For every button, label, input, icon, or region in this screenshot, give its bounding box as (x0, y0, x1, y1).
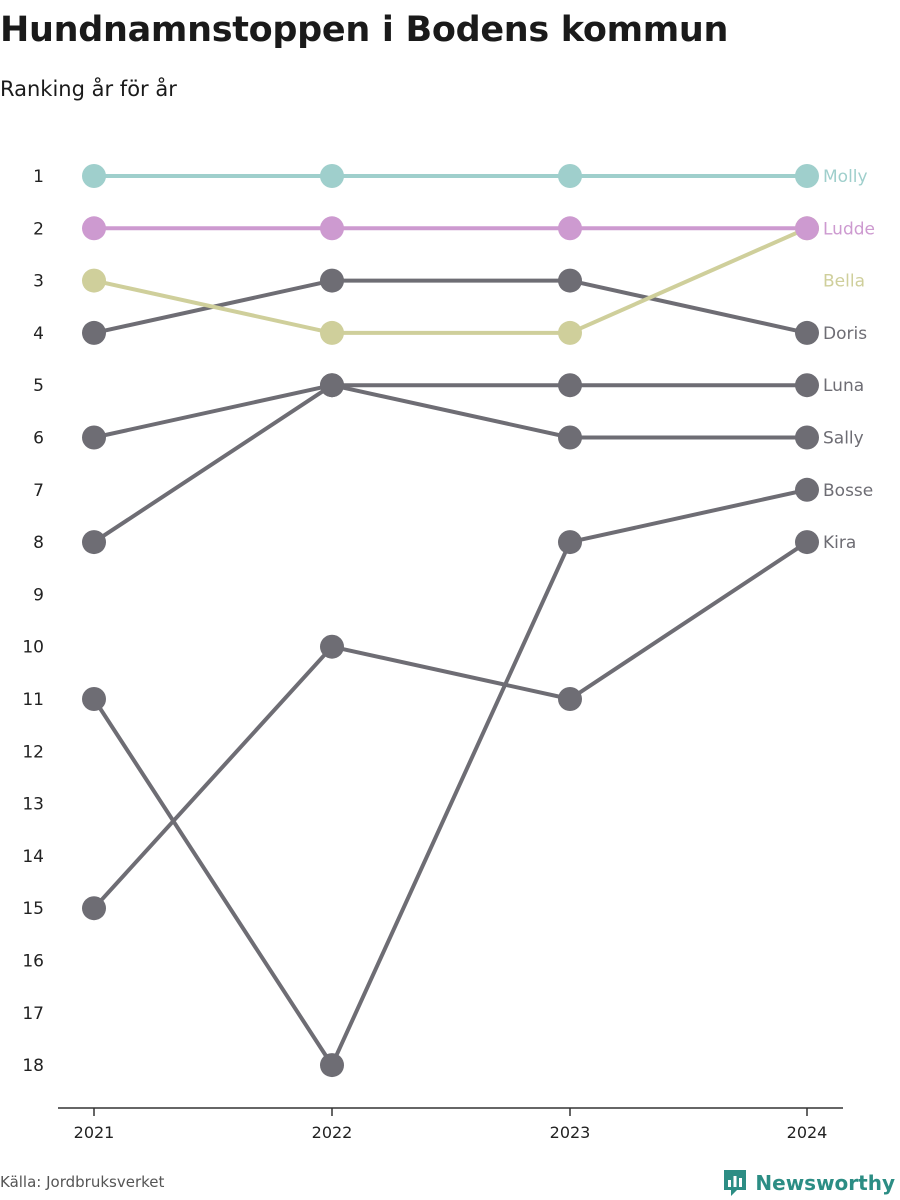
point-bella (320, 320, 344, 345)
x-tick-label: 2023 (550, 1123, 591, 1142)
y-tick-label: 2 (33, 219, 44, 239)
point-molly (558, 164, 582, 188)
series-line-doris (92, 278, 809, 335)
y-tick-label: 12 (22, 742, 44, 762)
point-bella (558, 320, 582, 345)
y-tick-label: 9 (33, 585, 44, 605)
chart-subtitle: Ranking år för år (0, 77, 177, 101)
point-sally (82, 530, 106, 555)
y-tick-label: 17 (22, 1004, 44, 1024)
point-kira (795, 530, 819, 555)
point-ludde (795, 216, 819, 241)
point-doris (82, 320, 106, 345)
y-tick-label: 1 (33, 167, 44, 187)
series-line-luna (92, 383, 809, 440)
point-doris (320, 268, 344, 293)
point-kira (82, 896, 106, 921)
series-label-doris: Doris (823, 324, 867, 344)
chart-title: Hundnamnstoppen i Bodens kommun (0, 10, 729, 50)
point-kira (320, 634, 344, 659)
y-tick-label: 16 (22, 952, 44, 972)
x-tick-label: 2024 (787, 1123, 828, 1142)
newsworthy-logo-text: Newsworthy (755, 1171, 895, 1195)
y-tick-label: 4 (33, 324, 44, 344)
point-bosse (82, 687, 106, 711)
point-bosse (795, 477, 819, 502)
point-kira (558, 687, 582, 711)
series-line-kira (92, 540, 809, 911)
point-ludde (320, 216, 344, 241)
series-line-bosse (92, 487, 809, 1068)
series-label-sally: Sally (823, 429, 864, 449)
y-tick-label: 7 (33, 481, 44, 501)
y-tick-label: 11 (22, 690, 44, 710)
point-molly (82, 164, 106, 188)
series-line-sally (92, 383, 809, 545)
y-tick-label: 10 (22, 638, 44, 658)
y-tick-label: 3 (33, 272, 44, 292)
point-doris (795, 320, 819, 345)
point-luna (795, 373, 819, 398)
point-luna (558, 373, 582, 398)
point-ludde (82, 216, 106, 241)
x-tick-label: 2022 (312, 1123, 353, 1142)
point-luna (82, 425, 106, 450)
point-bella (82, 268, 106, 293)
y-tick-label: 13 (22, 795, 44, 815)
newsworthy-logo: Newsworthy (722, 1168, 895, 1198)
series-line-bella (92, 226, 809, 335)
series-label-luna: Luna (823, 376, 864, 396)
point-sally (795, 425, 819, 450)
point-bosse (320, 1053, 344, 1078)
y-tick-label: 6 (33, 429, 44, 449)
point-molly (795, 164, 819, 188)
series-label-bella: Bella (823, 272, 865, 292)
x-tick-label: 2021 (74, 1123, 115, 1142)
series-label-ludde: Ludde (823, 219, 875, 239)
point-molly (320, 164, 344, 188)
point-bosse (558, 530, 582, 555)
point-doris (558, 268, 582, 293)
point-sally (558, 425, 582, 450)
point-luna (320, 373, 344, 398)
y-tick-label: 15 (22, 899, 44, 919)
series-label-kira: Kira (823, 533, 856, 553)
y-tick-label: 18 (22, 1056, 44, 1076)
series-label-bosse: Bosse (823, 481, 873, 501)
source-note: Källa: Jordbruksverket (0, 1173, 165, 1191)
series-label-molly: Molly (823, 167, 868, 187)
y-tick-label: 5 (33, 376, 44, 396)
newsworthy-logo-icon (724, 1170, 747, 1196)
y-tick-label: 14 (22, 847, 44, 867)
point-ludde (558, 216, 582, 241)
y-tick-label: 8 (33, 533, 44, 553)
